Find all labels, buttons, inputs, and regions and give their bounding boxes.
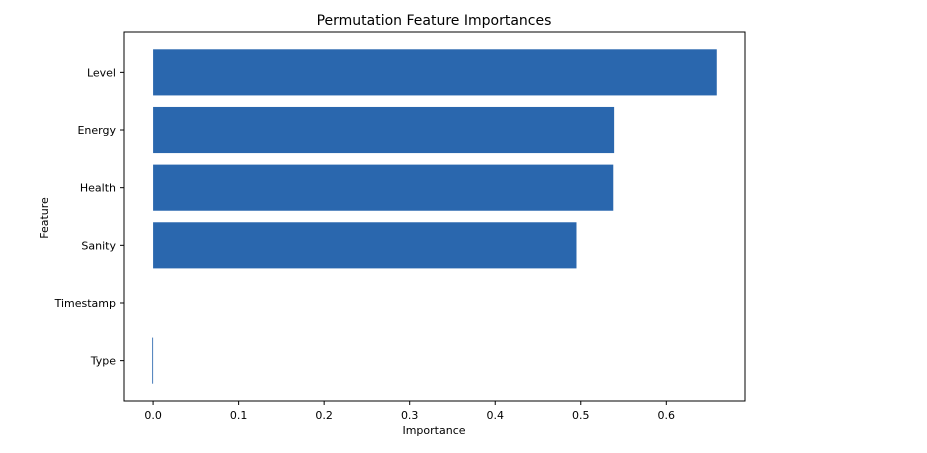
y-tick-label-health: Health (80, 182, 116, 195)
y-axis-label: Feature (38, 197, 51, 239)
x-axis-label: Importance (402, 424, 465, 437)
bar-type (152, 337, 154, 384)
x-tick-label: 0.0 (144, 409, 162, 422)
x-axis: 0.0 0.1 0.2 0.3 0.4 0.5 0.6 (144, 401, 675, 422)
bars (152, 49, 717, 384)
bar-energy (153, 106, 615, 154)
y-tick-label-timestamp: Timestamp (54, 297, 116, 310)
chart-title: Permutation Feature Importances (317, 13, 552, 29)
y-axis: Level Energy Health Sanity Timestamp Type (54, 66, 124, 368)
y-tick-label-sanity: Sanity (81, 239, 116, 252)
x-tick-label: 0.1 (230, 409, 248, 422)
bar-level (153, 49, 717, 96)
y-tick-label-level: Level (87, 66, 116, 79)
bar-sanity (153, 222, 577, 269)
x-tick-label: 0.2 (315, 409, 333, 422)
x-tick-label: 0.5 (572, 409, 590, 422)
bar-health (153, 164, 614, 211)
y-tick-label-type: Type (90, 355, 116, 368)
y-tick-label-energy: Energy (77, 124, 116, 137)
x-tick-label: 0.4 (486, 409, 504, 422)
plot-frame (123, 31, 746, 402)
x-tick-label: 0.6 (658, 409, 676, 422)
x-tick-label: 0.3 (401, 409, 419, 422)
